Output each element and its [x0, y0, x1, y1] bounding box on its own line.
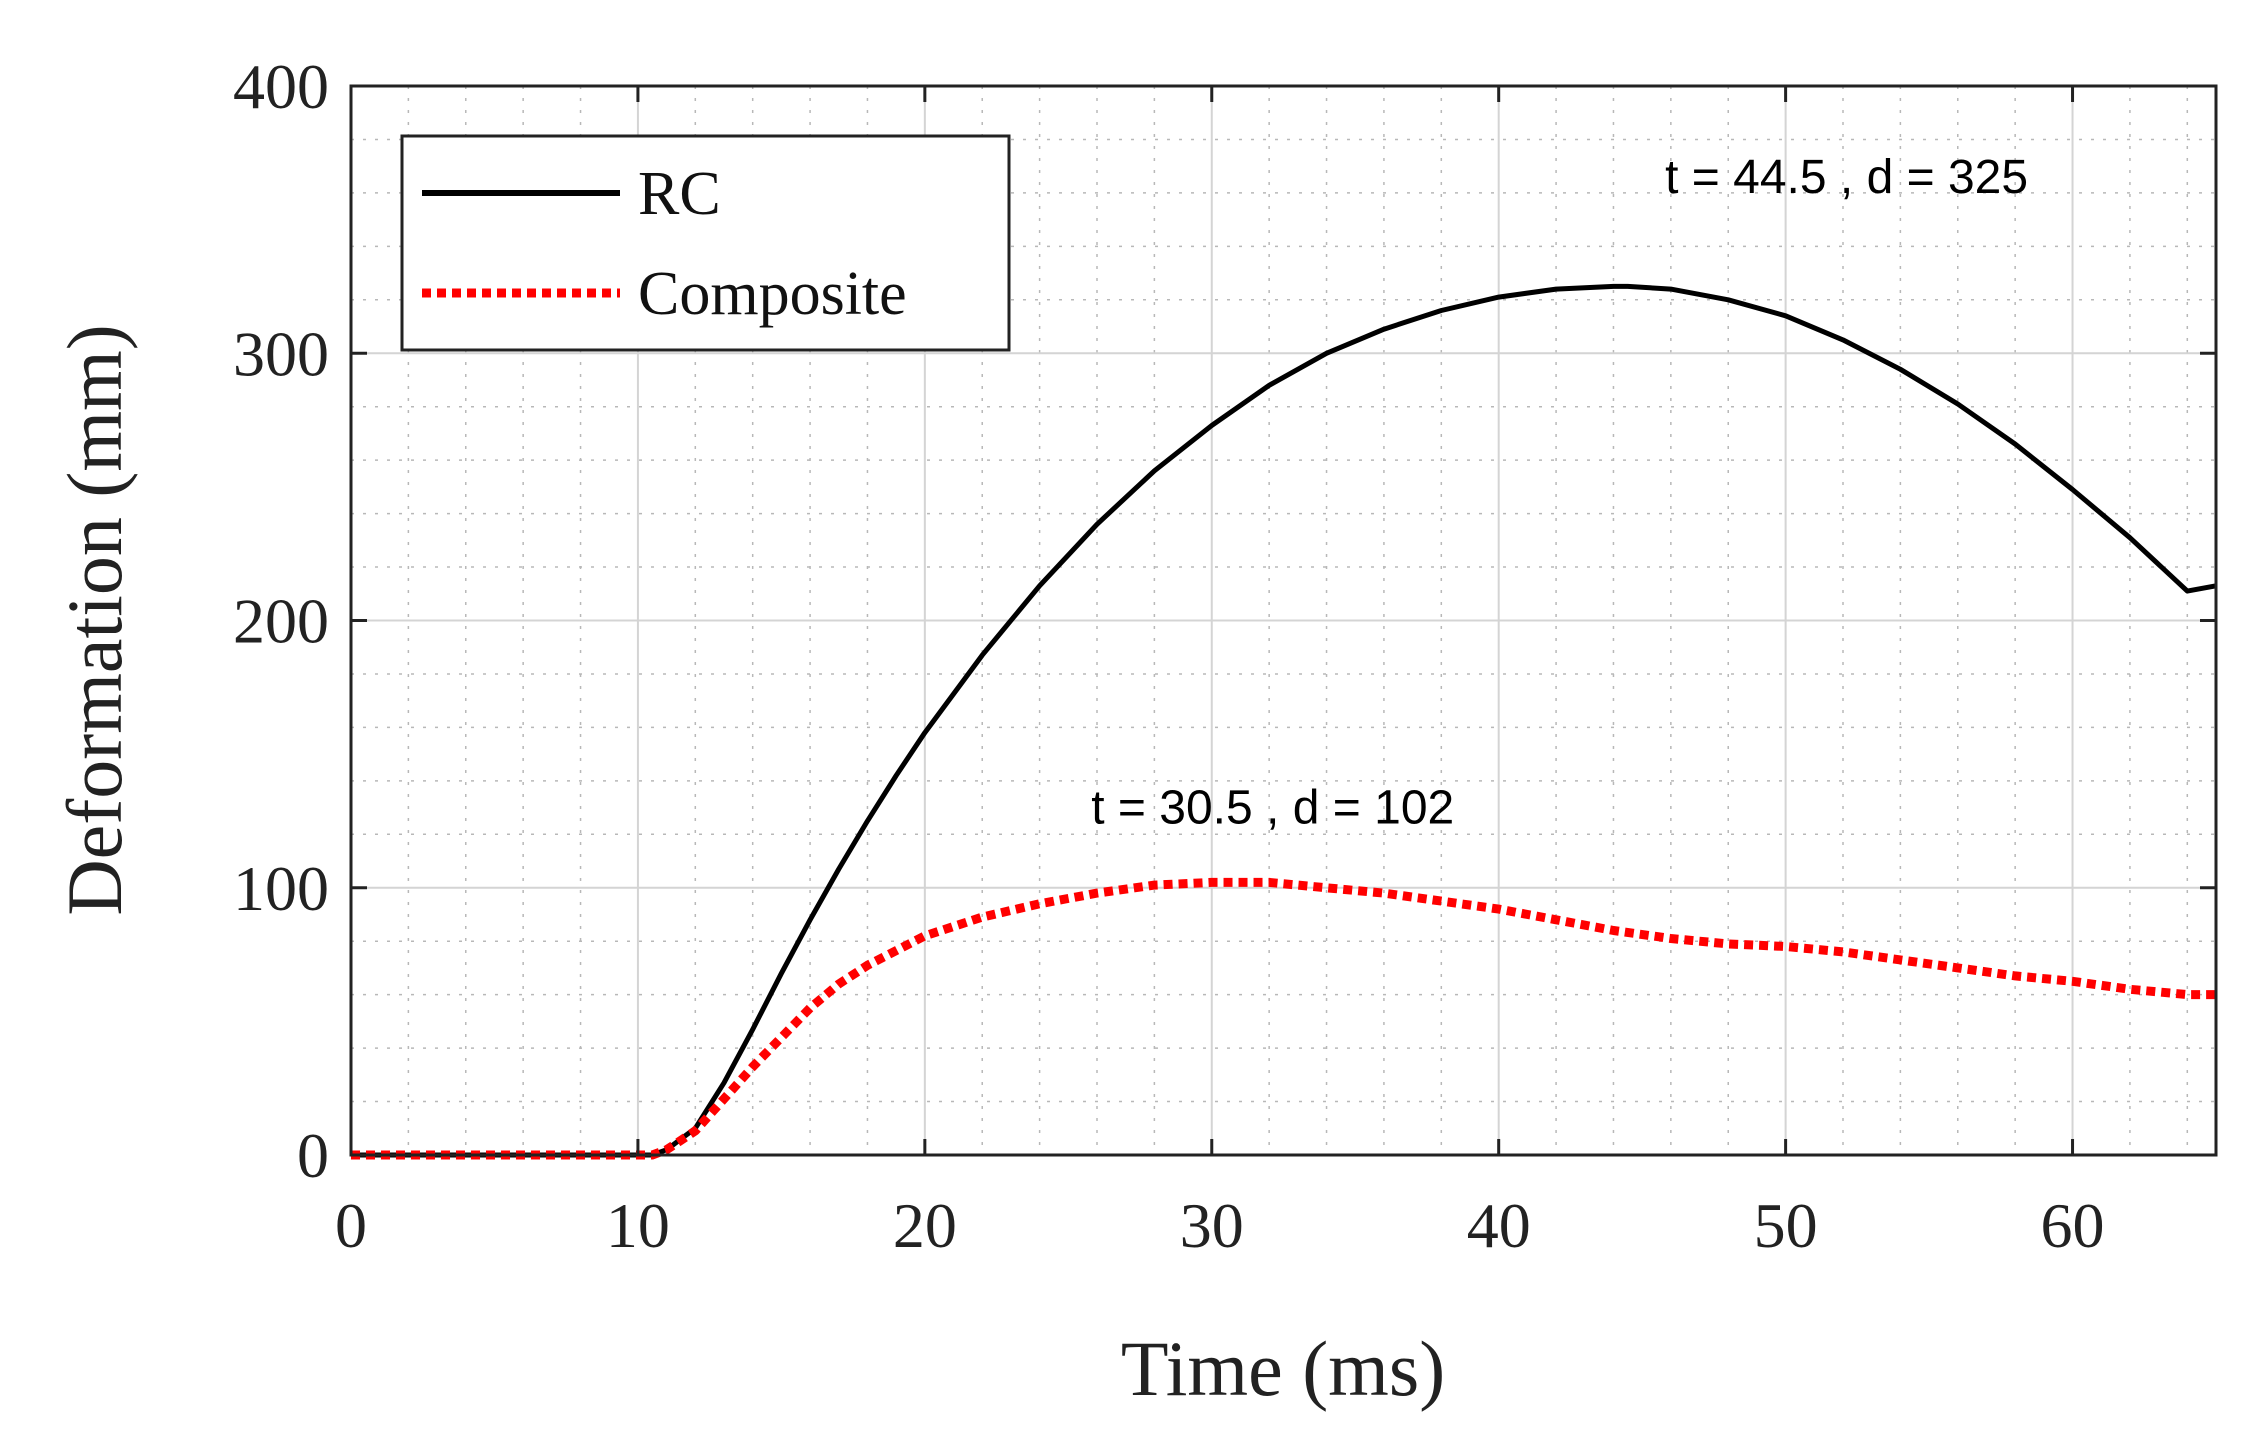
legend-label-rc: RC — [638, 160, 721, 228]
series-lines — [351, 283, 2217, 1160]
y-axis-title: Deformation (mm) — [51, 324, 138, 915]
ticks: 0 10 20 30 40 50 60 0 100 200 300 400 — [233, 51, 2216, 1261]
x-axis-title: Time (ms) — [1121, 1325, 1445, 1412]
legend: RC Composite — [400, 134, 1011, 352]
legend-box — [400, 134, 1011, 352]
annotation-label: t = 44.5 , d = 325 — [1665, 151, 2028, 204]
x-tick-label: 60 — [2041, 1190, 2105, 1261]
annotations: t = 44.5 , d = 325 t = 30.5 , d = 102 — [1091, 151, 2028, 835]
legend-label-composite: Composite — [638, 260, 907, 328]
y-tick-label: 100 — [233, 853, 329, 924]
x-tick-label: 10 — [606, 1190, 670, 1261]
y-tick-label: 300 — [233, 318, 329, 389]
series-line-composite — [351, 877, 2216, 1160]
x-tick-label: 50 — [1754, 1190, 1818, 1261]
x-tick-label: 20 — [893, 1190, 957, 1261]
x-tick-label: 40 — [1467, 1190, 1531, 1261]
x-tick-label: 0 — [335, 1190, 367, 1261]
grid — [351, 86, 2216, 1155]
y-tick-label: 200 — [233, 586, 329, 657]
y-tick-label: 0 — [297, 1120, 329, 1191]
annotation-label: t = 30.5 , d = 102 — [1091, 782, 1454, 835]
series-line-rc — [351, 283, 2217, 1158]
x-tick-label: 30 — [1180, 1190, 1244, 1261]
y-tick-label: 400 — [233, 51, 329, 122]
